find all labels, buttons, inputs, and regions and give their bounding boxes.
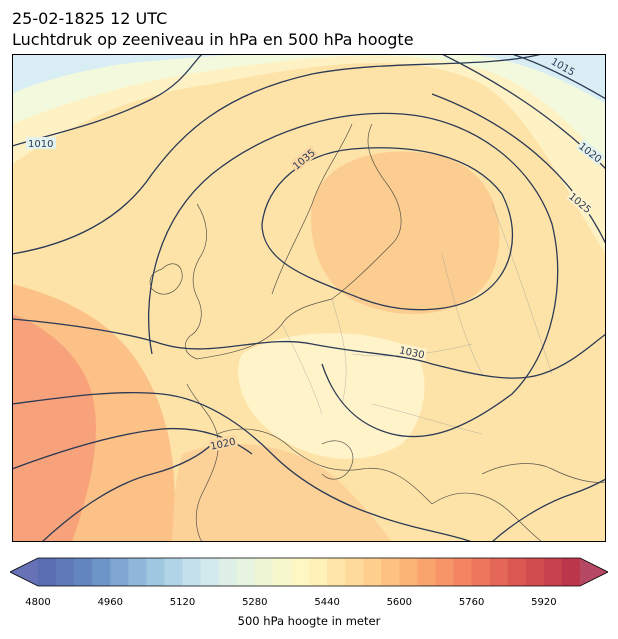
colorbar-tick-label: 5280: [242, 597, 268, 608]
map-title-datetime: 25-02-1825 12 UTC: [12, 9, 168, 28]
isobar-1010: [12, 54, 203, 147]
colorbar-segment: [92, 558, 111, 586]
map-frame: [12, 54, 606, 542]
colorbar-segment: [182, 558, 202, 586]
colorbar-segment: [435, 558, 455, 586]
colorbar-segment: [290, 558, 310, 586]
colorbar-segment: [110, 558, 129, 586]
map-title-description: Luchtdruk op zeeniveau in hPa en 500 hPa…: [12, 30, 414, 49]
colorbar-segment: [272, 558, 292, 586]
colorbar-tick-label: 5440: [314, 597, 340, 608]
isobar-label-1020-south: 1020: [210, 437, 237, 453]
colorbar-segments: [38, 558, 581, 586]
height-field-southwest: [172, 444, 392, 542]
colorbar-tick-label: 5760: [458, 597, 485, 608]
isobar-1035: [261, 147, 514, 311]
colorbar-segment: [525, 558, 545, 586]
isobar-label-1010: 1010: [28, 139, 53, 150]
colorbar-segment: [543, 558, 563, 586]
colorbar-segment: [128, 558, 147, 586]
isobar-1015-ne: [511, 54, 606, 100]
isobar-label-1030: 1030: [398, 345, 425, 361]
colorbar-tick-label: 4960: [97, 597, 124, 608]
colorbar-segment: [200, 558, 220, 586]
colorbar-extend-high: [580, 558, 608, 586]
colorbar-segment: [309, 558, 328, 586]
isobar-1015: [12, 54, 543, 255]
isobar-1020-south: [12, 392, 473, 542]
colorbar-segment: [218, 558, 238, 586]
colorbar-segment: [254, 558, 274, 586]
colorbar-tick-label: 4800: [25, 597, 51, 608]
height-field-central-europe: [238, 333, 425, 459]
height-field-atlantic-core: [12, 314, 96, 542]
colorbar-segment: [417, 558, 437, 586]
weather-map: 1010 1015 1020 1025 1030 1035: [12, 54, 606, 542]
colorbar-segment: [146, 558, 166, 586]
colorbar-label: 500 hPa hoogte in meter: [237, 614, 381, 628]
height-colorbar: [10, 557, 608, 587]
colorbar-segment: [489, 558, 509, 586]
colorbar-segment: [399, 558, 418, 586]
colorbar-tick-label: 5120: [169, 597, 196, 608]
isobars: [12, 54, 606, 542]
colorbar-outline: [10, 557, 608, 587]
colorbar-segment: [38, 558, 57, 586]
colorbar-segment: [381, 558, 400, 586]
colorbar-tick-label: 5920: [531, 597, 557, 608]
height-field-scandinavia-ridge: [311, 151, 500, 314]
isobar-1020-sw: [41, 443, 213, 542]
colorbar-segment: [453, 558, 473, 586]
colorbar-extend-low: [10, 558, 38, 586]
colorbar-segment: [345, 558, 364, 586]
colorbar-segment: [56, 558, 75, 586]
colorbar-segment: [363, 558, 382, 586]
colorbar-segment: [327, 558, 346, 586]
isobar-1015-se: [491, 478, 606, 542]
colorbar-segment: [471, 558, 491, 586]
height-field-arctic: [12, 54, 606, 104]
colorbar-segment: [236, 558, 256, 586]
colorbar-segment: [507, 558, 527, 586]
isobar-1030-north: [147, 112, 559, 438]
colorbar-segment: [74, 558, 93, 586]
coastlines: [149, 123, 606, 542]
colorbar-tick-label: 5600: [386, 597, 413, 608]
colorbar-segment: [561, 558, 581, 586]
isobar-1030: [12, 318, 606, 379]
colorbar-segment: [164, 558, 184, 586]
isobar-1025: [431, 93, 606, 245]
